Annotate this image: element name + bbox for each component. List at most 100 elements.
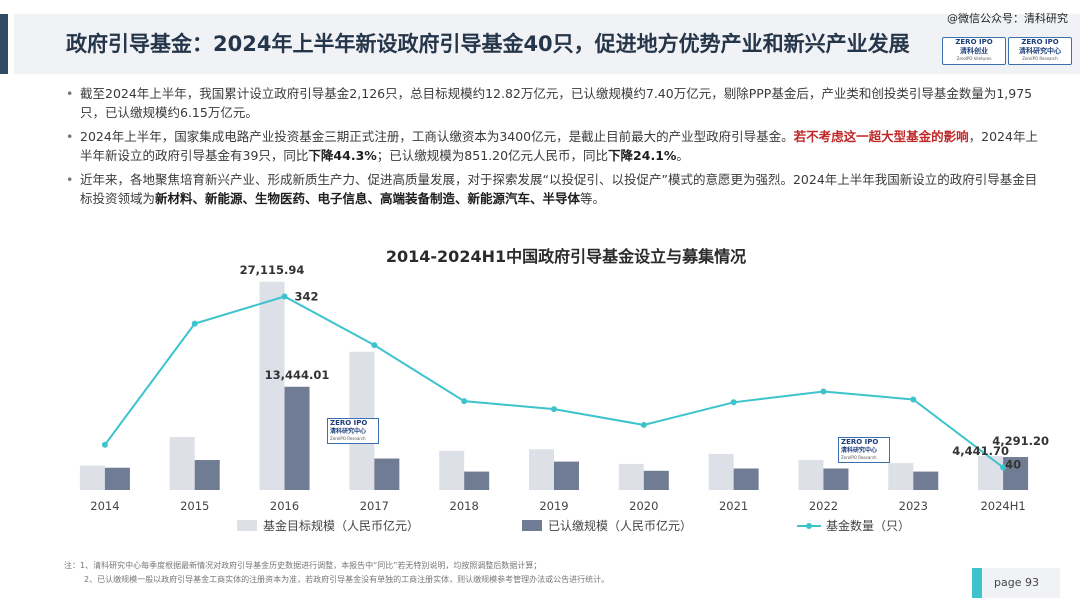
- data-label-target-2016: 27,115.94: [240, 263, 305, 277]
- bar-paid-2018: [464, 471, 490, 490]
- x-tick-2014: 2014: [90, 499, 119, 513]
- count-point-2016: [281, 293, 288, 300]
- x-tick-2023: 2023: [899, 499, 928, 513]
- count-point-2021: [730, 399, 737, 406]
- wechat-watermark: @微信公众号：清科研究: [947, 12, 1068, 25]
- x-tick-2024H1: 2024H1: [980, 499, 1025, 513]
- zeroipo-research-logo: ZERO IPO 清科研究中心 ZeroIPO Research: [1008, 37, 1072, 65]
- count-point-2022: [820, 388, 827, 395]
- bar-target-2022: [798, 460, 824, 490]
- zeroipo-ventures-logo: ZERO IPO 清科创业 ZeroIPO Ventures: [942, 37, 1006, 65]
- count-point-2020: [640, 421, 647, 428]
- bar-target-2021: [708, 453, 734, 490]
- bullet-3-bold: 新材料、新能源、生物医药、电子信息、高端装备制造、新能源汽车、半导体: [155, 191, 581, 206]
- bar-target-2019: [529, 449, 554, 490]
- data-label-paid-2016: 13,444.01: [265, 368, 330, 382]
- chart-watermark-2-top: ZERO IPO: [841, 438, 879, 446]
- page-title: 政府引导基金：2024年上半年新设政府引导基金40只，促进地方优势产业和新兴产业…: [66, 32, 910, 56]
- count-point-2018: [461, 398, 468, 405]
- bullet-2-highlight: 若不考虑这一超大型基金的影响: [793, 129, 969, 144]
- page-number-accent: [972, 568, 982, 598]
- bullet-3-end: 等。: [580, 191, 606, 206]
- bullet-2-bold-1: 下降44.3%: [308, 148, 377, 163]
- chart-watermark-2-sub: ZeroIPO Research: [841, 455, 877, 460]
- count-point-2015: [191, 320, 198, 327]
- logo1-name: 清科创业: [960, 47, 988, 55]
- x-tick-2019: 2019: [539, 499, 568, 513]
- bar-paid-2015: [194, 460, 220, 490]
- bar-paid-2021: [733, 468, 759, 490]
- bar-paid-2016: [284, 386, 310, 490]
- logo2-name: 清科研究中心: [1019, 47, 1061, 55]
- x-tick-2020: 2020: [629, 499, 658, 513]
- x-tick-2018: 2018: [450, 499, 479, 513]
- bullet-3-text-a: 近年来，各地聚焦培育新兴产业、形成新质生产力、促进高质量发展，对于探索发展“以投…: [80, 172, 1038, 206]
- legend-swatch-target: [237, 520, 257, 531]
- bar-target-2014: [79, 465, 105, 490]
- fund-chart: 2014-2024H1中国政府引导基金设立与募集情况 2014 2015 2016 2…: [79, 247, 1049, 533]
- footnote-1: 注：1、清科研究中心每季度根据最新情况对政府引导基金历史数据进行调整，本报告中“…: [64, 561, 542, 570]
- legend-label-target: 基金目标规模（人民币亿元）: [263, 518, 419, 533]
- title-accent-bar: [0, 14, 8, 74]
- bar-paid-2019: [554, 461, 579, 490]
- bullet-2-text-d: 。: [676, 148, 689, 163]
- legend-label-paid: 已认缴规模（人民币亿元）: [548, 518, 692, 533]
- footnote-2: 2、已认缴规模一般以政府引导基金工商实体的注册资本为准，若政府引导基金没有单独的…: [84, 575, 610, 584]
- bullet-3: 近年来，各地聚焦培育新兴产业、形成新质生产力、促进高质量发展，对于探索发展“以投…: [66, 170, 1046, 208]
- count-point-2024H1: [1000, 464, 1007, 471]
- count-point-2017: [371, 342, 378, 349]
- logo2-top: ZERO IPO: [1021, 38, 1059, 46]
- legend: 基金目标规模（人民币亿元） 已认缴规模（人民币亿元） 基金数量（只）: [237, 518, 910, 533]
- x-tick-2022: 2022: [809, 499, 838, 513]
- chart-watermark-2-name: 清科研究中心: [841, 447, 878, 454]
- x-tick-2015: 2015: [180, 499, 209, 513]
- bar-target-2018: [439, 450, 465, 490]
- page-number-box: page 93: [972, 568, 1060, 598]
- logo2-sub: ZeroIPO Research: [1022, 56, 1058, 61]
- bar-paid-2024H1: [1003, 457, 1029, 490]
- chart-watermark-logo-1: ZERO IPO 清科研究中心 ZeroIPO Research: [327, 418, 379, 444]
- bullet-2-text-c: ；已认缴规模为851.20亿元人民币，同比: [376, 148, 609, 163]
- chart-watermark-1-sub: ZeroIPO Research: [330, 436, 366, 441]
- count-point-2019: [551, 406, 557, 413]
- data-label-target-2024: 4,441.70: [952, 444, 1009, 458]
- legend-label-count: 基金数量（只）: [826, 518, 910, 533]
- bar-target-2020: [618, 463, 644, 490]
- bar-paid-2020: [643, 470, 669, 490]
- x-tick-2017: 2017: [360, 499, 389, 513]
- x-ticks: 2014 2015 2016 2017 2018 2019 2020 2021 2022 2023…: [90, 499, 1025, 513]
- x-tick-2021: 2021: [719, 499, 748, 513]
- bar-target-2015: [169, 437, 195, 490]
- bar-target-2024H1: [978, 455, 1004, 490]
- bar-paid-2017: [374, 458, 400, 490]
- line-group: [101, 293, 1007, 471]
- bar-target-2023: [888, 463, 914, 490]
- title-band: [14, 14, 1080, 74]
- bar-target-2016: [259, 281, 285, 490]
- bullet-1: 截至2024年上半年，我国累计设立政府引导基金2,126只，总目标规模约12.8…: [66, 84, 1046, 122]
- data-label-count-2016: 342: [295, 290, 319, 304]
- legend-point-count: [806, 523, 812, 529]
- title-accent-gap: [8, 14, 14, 74]
- bullet-1-text: 截至2024年上半年，我国累计设立政府引导基金2,126只，总目标规模约12.8…: [80, 86, 1033, 120]
- bar-paid-2022: [823, 468, 849, 490]
- x-tick-2016: 2016: [270, 499, 299, 513]
- legend-swatch-paid: [522, 520, 542, 531]
- data-labels: 27,115.94 13,444.01 342 4,441.704,291.20 40: [240, 263, 1049, 472]
- bullet-2-text-b: ，2024年上半年新设立的政府引导基金有39只，同比: [80, 129, 1038, 163]
- count-point-2023: [910, 396, 917, 403]
- logo1-top: ZERO IPO: [955, 38, 993, 46]
- summary-bullets: 截至2024年上半年，我国累计设立政府引导基金2,126只，总目标规模约12.8…: [66, 84, 1046, 213]
- bullet-2-text-a: 2024年上半年，国家集成电路产业投资基金三期正式注册，工商认缴资本为3400亿…: [80, 129, 794, 144]
- bullet-2-bold-2: 下降24.1%: [608, 148, 677, 163]
- count-point-2014: [101, 441, 108, 448]
- chart-watermark-1-top: ZERO IPO: [330, 419, 368, 427]
- chart-watermark-1-name: 清科研究中心: [330, 428, 367, 435]
- data-label-paid-2024: 4,291.20: [992, 434, 1049, 448]
- chart-title: 2014-2024H1中国政府引导基金设立与募集情况: [386, 247, 746, 266]
- bullet-2: 2024年上半年，国家集成电路产业投资基金三期正式注册，工商认缴资本为3400亿…: [66, 127, 1046, 165]
- logo1-sub: ZeroIPO Ventures: [956, 56, 992, 61]
- bars-group: [79, 281, 1029, 490]
- page-number: page 93: [994, 576, 1039, 589]
- chart-watermark-logo-2: ZERO IPO 清科研究中心 ZeroIPO Research: [838, 437, 890, 463]
